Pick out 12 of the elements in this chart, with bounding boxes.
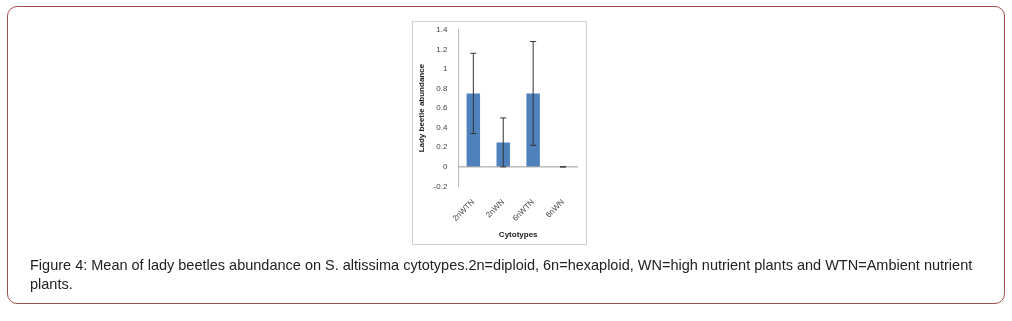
- y-axis-title: Lady beetle abundance: [417, 63, 426, 153]
- y-tick-label: 0.2: [436, 142, 448, 152]
- y-tick-label: 0.6: [436, 103, 448, 113]
- x-axis-title: Cytotypes: [498, 230, 539, 240]
- y-tick-label: 1: [442, 64, 448, 74]
- y-tick-label: 0.4: [436, 122, 448, 132]
- y-tick-label: 0: [442, 162, 448, 172]
- y-tick-label: 0.8: [436, 83, 448, 93]
- y-tick-label: 1.2: [436, 44, 448, 54]
- y-tick-label: -0.2: [433, 181, 448, 191]
- y-tick-label: 1.4: [436, 25, 448, 34]
- caption: Figure 4: Mean of lady beetles abundance on S. altissima cytotypes.2n=diploid, 6n=hexaploid, WN=high nutrient plants and WTN=Ambient nutrient plants.: [30, 256, 974, 294]
